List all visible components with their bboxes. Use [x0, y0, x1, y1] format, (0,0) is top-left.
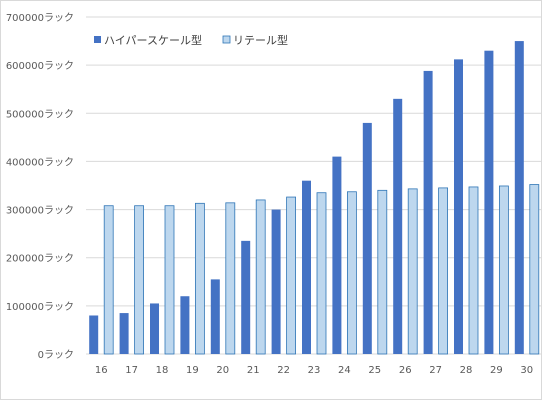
bar-retail — [377, 189, 388, 355]
gridlines — [86, 16, 542, 355]
x-tick-label: 30 — [520, 365, 533, 376]
x-tick-label: 25 — [368, 365, 381, 376]
bar-hyperscale — [119, 313, 129, 354]
legend: ハイパースケール型 リテール型 — [94, 33, 288, 47]
y-tick-label: 300000ラック — [6, 205, 74, 217]
bar-hyperscale — [393, 98, 403, 354]
legend-swatch-hyperscale — [94, 36, 101, 43]
bar-hyperscale — [89, 315, 99, 354]
legend-label-retail: リテール型 — [233, 33, 288, 47]
x-axis: 16 17 18 19 20 21 22 23 24 25 26 27 28 29 30 — [95, 365, 533, 376]
x-tick-label: 21 — [247, 365, 260, 376]
x-tick-label: 22 — [277, 365, 290, 376]
x-tick-label: 26 — [399, 365, 412, 376]
bars — [89, 41, 540, 355]
bar-retail — [529, 184, 540, 355]
bar-retail — [164, 205, 175, 355]
x-tick-label: 19 — [186, 365, 199, 376]
x-tick-label: 17 — [125, 365, 138, 376]
bar-hyperscale — [514, 41, 524, 354]
bar-retail — [194, 202, 205, 355]
x-tick-label: 20 — [216, 365, 229, 376]
y-tick-label: 400000ラック — [6, 156, 74, 168]
bar-retail — [255, 199, 266, 355]
bar-hyperscale — [423, 70, 433, 355]
bar-hyperscale — [362, 122, 372, 355]
y-tick-label: 100000ラック — [6, 301, 74, 313]
bar-retail — [498, 185, 509, 355]
x-tick-label: 23 — [308, 365, 321, 376]
y-tick-label: 200000ラック — [6, 253, 74, 265]
x-tick-label: 28 — [460, 365, 473, 376]
bar-hyperscale — [210, 279, 220, 354]
bar-retail — [316, 192, 327, 355]
y-tick-label: 600000ラック — [6, 60, 74, 72]
bar-hyperscale — [180, 296, 190, 354]
bar-retail — [468, 186, 479, 355]
y-tick-label: 700000ラック — [6, 12, 74, 24]
bar-hyperscale — [454, 59, 463, 354]
y-tick-label: 500000ラック — [6, 108, 74, 120]
x-tick-label: 16 — [95, 365, 108, 376]
bar-hyperscale — [302, 180, 311, 354]
bar-hyperscale — [241, 240, 251, 354]
legend-label-hyperscale: ハイパースケール型 — [104, 33, 202, 47]
bar-hyperscale — [484, 50, 494, 354]
x-tick-label: 29 — [490, 365, 503, 376]
bar-retail — [346, 191, 357, 355]
y-axis: 0ラック 100000ラック 200000ラック 300000ラック 400000ラック… — [6, 12, 74, 361]
y-tick-label: 0ラック — [38, 349, 74, 361]
x-tick-label: 24 — [338, 365, 351, 376]
bar-hyperscale — [332, 156, 342, 354]
bar-retail — [286, 196, 297, 355]
bar-hyperscale — [271, 209, 281, 354]
x-tick-label: 18 — [156, 365, 169, 376]
x-tick-label: 27 — [429, 365, 442, 376]
bar-retail — [407, 188, 418, 355]
legend-swatch-retail — [222, 35, 231, 44]
bar-retail — [134, 205, 145, 355]
bar-retail — [438, 187, 449, 355]
bar-retail — [225, 202, 236, 355]
bar-hyperscale — [150, 303, 159, 354]
bar-retail — [103, 205, 114, 355]
